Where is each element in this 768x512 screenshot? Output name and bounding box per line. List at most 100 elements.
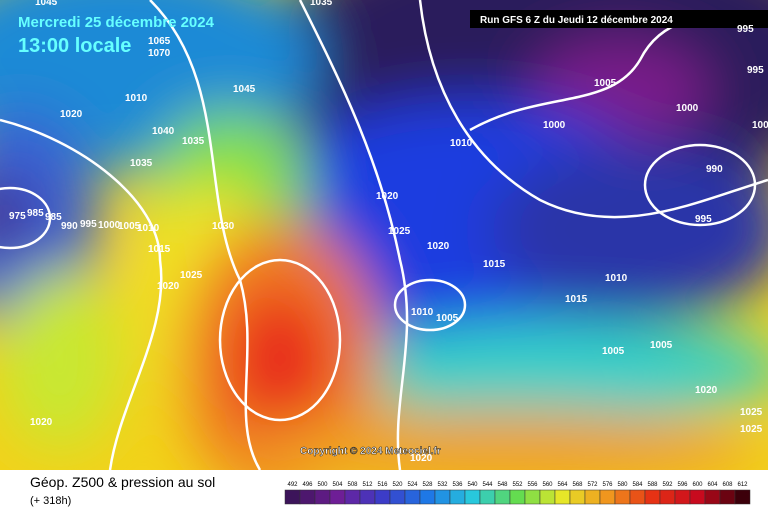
footer-lead: (+ 318h) <box>30 495 71 507</box>
isobar-label: 1045 <box>233 84 256 95</box>
scale-label: 580 <box>617 482 628 488</box>
isobar-label: 1000 <box>98 220 121 231</box>
scale-label: 500 <box>317 482 328 488</box>
scale-label: 536 <box>452 482 463 488</box>
scale-swatch <box>599 489 616 505</box>
scale-label: 556 <box>527 482 538 488</box>
isobar-label: 985 <box>27 208 44 219</box>
scale-swatch <box>299 489 316 505</box>
forecast-time: 13:00 locale <box>18 35 131 57</box>
isobar-label: 1010 <box>411 307 434 318</box>
scale-swatch <box>404 489 421 505</box>
scale-label: 576 <box>602 482 613 488</box>
scale-label: 532 <box>437 482 448 488</box>
scale-label: 572 <box>587 482 598 488</box>
scale-swatch <box>554 489 571 505</box>
scale-label: 568 <box>572 482 583 488</box>
isobar-label: 1035 <box>130 158 153 169</box>
scale-label: 512 <box>362 482 373 488</box>
scale-label: 584 <box>632 482 643 488</box>
scale-label: 592 <box>662 482 673 488</box>
scale-label: 492 <box>287 482 298 488</box>
isobar-label: 1015 <box>148 244 171 255</box>
scale-label: 560 <box>542 482 553 488</box>
scale-swatch <box>644 489 661 505</box>
isobar-label: 1020 <box>30 417 53 428</box>
scale-label: 564 <box>557 482 568 488</box>
scale-label: 524 <box>407 482 418 488</box>
isobar-label: 985 <box>45 212 62 223</box>
scale-swatch <box>569 489 586 505</box>
isobar-label: 1020 <box>60 109 83 120</box>
run-box <box>470 10 768 28</box>
isobar-label: 995 <box>80 219 97 230</box>
isobar-label: 1015 <box>565 294 588 305</box>
scale-swatch <box>659 489 676 505</box>
isobar-label: 1045 <box>35 0 58 8</box>
isobar-label: 1025 <box>740 407 763 418</box>
scale-label: 520 <box>392 482 403 488</box>
isobar-label: 1000 <box>676 103 699 114</box>
isobar-label: 1005 <box>650 340 673 351</box>
scale-swatch <box>629 489 646 505</box>
scale-swatch <box>704 489 721 505</box>
scale-swatch <box>689 489 706 505</box>
scale-swatch <box>479 489 496 505</box>
isobar-label: 1065 <box>148 36 171 47</box>
scale-swatch <box>389 489 406 505</box>
isobar-label: 1035 <box>182 136 205 147</box>
copyright: Copyright © 2024 Meteociel.fr <box>300 446 441 457</box>
isobar-label: 1005 <box>118 221 141 232</box>
isobar-label: 1020 <box>376 191 399 202</box>
isobar-label: 1020 <box>695 385 718 396</box>
footer-title: Géop. Z500 & pression au sol <box>30 474 215 490</box>
isobar-label: 1025 <box>180 270 203 281</box>
scale-label: 552 <box>512 482 523 488</box>
forecast-date: Mercredi 25 décembre 2024 <box>18 14 215 31</box>
isobar-label: 1020 <box>157 281 180 292</box>
scale-label: 496 <box>302 482 313 488</box>
scale-label: 516 <box>377 482 388 488</box>
scale-swatch <box>539 489 556 505</box>
isobar-label: 1010 <box>450 138 473 149</box>
scale-label: 588 <box>647 482 658 488</box>
isobar-label: 975 <box>9 211 26 222</box>
scale-swatch <box>509 489 526 505</box>
isobar-label: 1020 <box>410 453 433 464</box>
map-field <box>0 0 768 470</box>
isobar-label: 1005 <box>602 346 625 357</box>
scale-label: 608 <box>722 482 733 488</box>
scale-label: 528 <box>422 482 433 488</box>
scale-swatch <box>284 489 301 505</box>
scale-swatch <box>374 489 391 505</box>
isobar-label: 1005 <box>594 78 617 89</box>
isobar-label: 1025 <box>740 424 763 435</box>
scale-swatch <box>449 489 466 505</box>
scale-swatch <box>614 489 631 505</box>
scale-swatch <box>434 489 451 505</box>
scale-label: 540 <box>467 482 478 488</box>
scale-label: 596 <box>677 482 688 488</box>
scale-label: 508 <box>347 482 358 488</box>
scale-label: 612 <box>737 482 748 488</box>
scale-swatch <box>719 489 736 505</box>
isobar-label: 1030 <box>212 221 235 232</box>
scale-swatch <box>344 489 361 505</box>
scale-swatch <box>494 489 511 505</box>
isobar-label: 995 <box>737 24 754 35</box>
scale-swatch <box>674 489 691 505</box>
scale-label: 504 <box>332 482 343 488</box>
isobar-label: 1015 <box>483 259 506 270</box>
isobar-label: 1000 <box>543 120 566 131</box>
scale-swatch <box>524 489 541 505</box>
scale-swatch <box>314 489 331 505</box>
scale-label: 604 <box>707 482 718 488</box>
isobar-label: 995 <box>695 214 712 225</box>
scale-swatch <box>329 489 346 505</box>
isobar-label: 1070 <box>148 48 171 59</box>
isobar-label: 1005 <box>436 313 459 324</box>
scale-swatch <box>419 489 436 505</box>
isobar-label: 1035 <box>310 0 333 8</box>
